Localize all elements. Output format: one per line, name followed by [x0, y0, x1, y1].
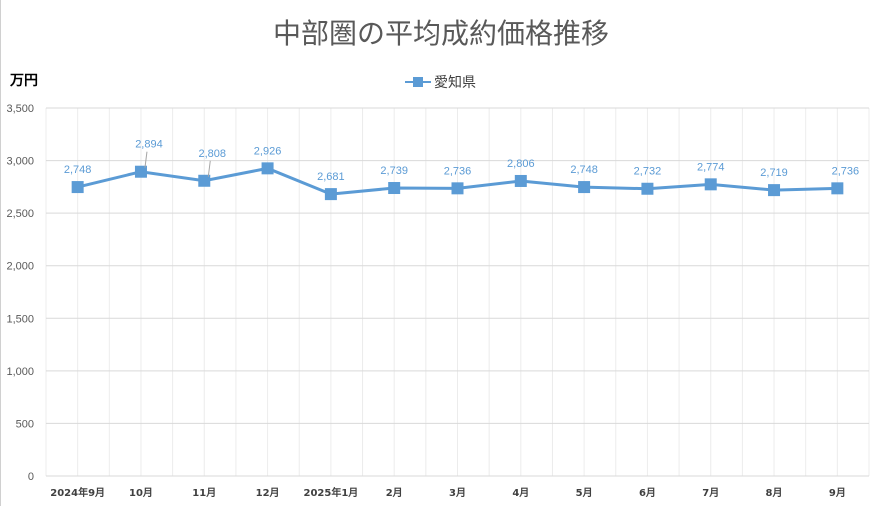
data-point — [261, 162, 274, 175]
data-point — [641, 182, 654, 195]
legend-label: 愛知県 — [434, 75, 476, 91]
legend-marker-icon — [405, 77, 431, 87]
data-label: 2,736 — [832, 165, 860, 177]
y-axis-unit-label: 万円 — [10, 73, 38, 89]
data-label: 2,739 — [380, 165, 408, 177]
data-label: 2,736 — [444, 165, 472, 177]
data-label-leader-line — [144, 151, 148, 168]
data-point — [324, 188, 337, 201]
y-tick-label: 3,000 — [6, 156, 34, 168]
data-label: 2,681 — [317, 171, 345, 183]
x-tick-label: 3月 — [449, 487, 466, 499]
data-label: 2,732 — [634, 166, 662, 178]
x-tick-label: 4月 — [512, 487, 529, 499]
x-tick-label: 10月 — [129, 487, 153, 499]
y-tick-label: 1,000 — [6, 366, 34, 378]
y-tick-label: 0 — [28, 471, 34, 483]
x-tick-label: 7月 — [702, 487, 719, 499]
data-point — [388, 182, 401, 195]
data-point — [831, 182, 844, 195]
x-tick-label: 2024年9月 — [50, 486, 105, 499]
data-label: 2,806 — [507, 158, 535, 170]
data-point — [704, 178, 717, 191]
data-label: 2,719 — [760, 167, 788, 179]
data-label-leader-line — [207, 160, 211, 177]
data-label: 2,748 — [570, 164, 598, 176]
legend: 愛知県 — [405, 72, 476, 92]
y-tick-label: 2,500 — [6, 208, 34, 220]
data-label: 2,748 — [64, 164, 92, 176]
data-label: 2,926 — [254, 145, 282, 157]
data-point — [451, 182, 464, 195]
data-point — [514, 174, 527, 187]
data-point — [578, 181, 591, 194]
x-tick-label: 2月 — [386, 487, 403, 499]
data-label: 2,774 — [697, 161, 725, 173]
data-point — [134, 165, 147, 178]
y-tick-label: 500 — [16, 418, 34, 430]
x-tick-label: 11月 — [192, 487, 216, 499]
x-tick-label: 6月 — [639, 487, 656, 499]
y-tick-label: 2,000 — [6, 261, 34, 273]
y-tick-label: 1,500 — [6, 313, 34, 325]
chart-title: 中部圏の平均成約価格推移 — [272, 17, 609, 50]
y-tick-label: 3,500 — [6, 103, 34, 115]
x-tick-label: 9月 — [829, 487, 846, 499]
data-point — [71, 181, 84, 194]
x-tick-label: 8月 — [766, 487, 783, 499]
x-tick-label: 2025年1月 — [303, 486, 358, 499]
data-point — [768, 184, 781, 197]
x-tick-label: 5月 — [576, 487, 593, 499]
x-tick-label: 12月 — [256, 487, 280, 499]
data-label: 2,894 — [135, 139, 163, 151]
data-point — [198, 174, 211, 187]
data-label: 2,808 — [199, 148, 227, 160]
